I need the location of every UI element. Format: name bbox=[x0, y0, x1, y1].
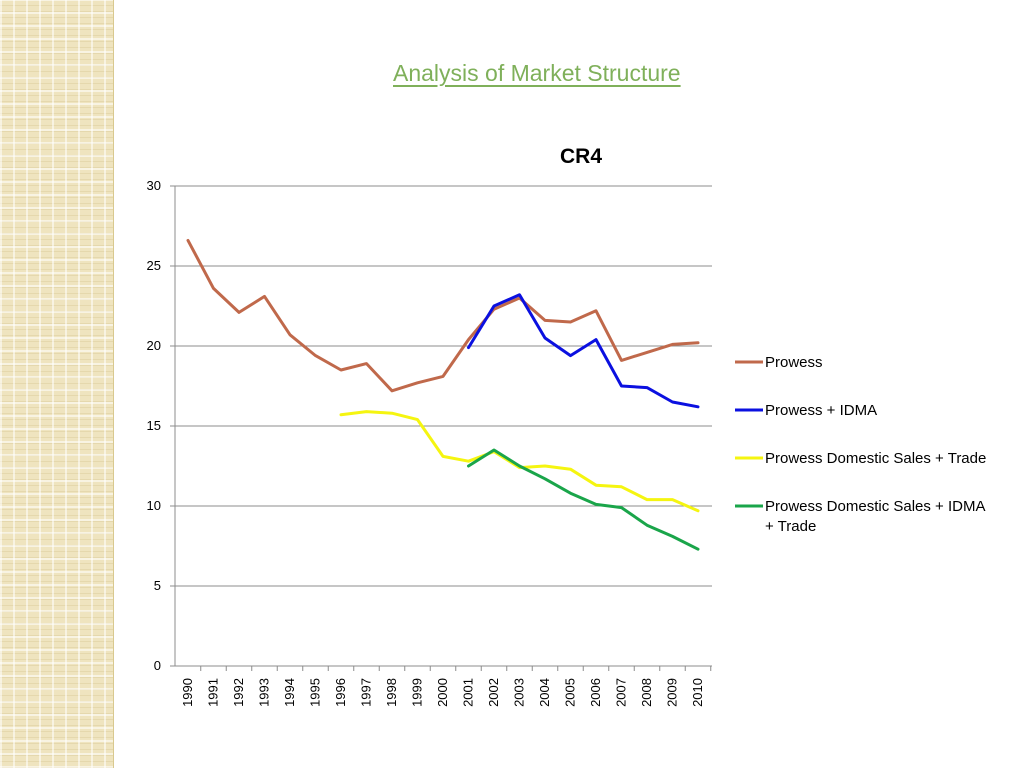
series-line-4 bbox=[467, 448, 700, 551]
x-tick-label: 2004 bbox=[537, 678, 552, 707]
y-tick-label: 0 bbox=[154, 658, 161, 673]
x-tick-label: 1996 bbox=[333, 678, 348, 707]
legend-label-1: Prowess bbox=[765, 354, 823, 371]
x-tick-label: 1999 bbox=[410, 678, 425, 707]
y-axis-ticks: 0 5 10 15 20 25 30 bbox=[147, 178, 175, 673]
x-tick-label: 1990 bbox=[180, 678, 195, 707]
x-tick-label: 2008 bbox=[639, 678, 654, 707]
y-tick-label: 15 bbox=[147, 418, 161, 433]
series-line-2 bbox=[467, 293, 700, 409]
x-tick-label: 2006 bbox=[588, 678, 603, 707]
x-tick-label: 1997 bbox=[359, 678, 374, 707]
decorative-side-band bbox=[0, 0, 114, 768]
y-tick-label: 30 bbox=[147, 178, 161, 193]
x-tick-label: 2005 bbox=[563, 678, 578, 707]
x-tick-label: 1994 bbox=[282, 678, 297, 707]
x-tick-label: 2003 bbox=[512, 678, 527, 707]
x-tick-label: 2009 bbox=[665, 678, 680, 707]
legend-label-3: Prowess Domestic Sales + Trade bbox=[765, 450, 986, 467]
series-line-1 bbox=[186, 238, 700, 393]
y-tick-label: 20 bbox=[147, 338, 161, 353]
legend-label-4: Prowess Domestic Sales + IDMA + Trade bbox=[765, 498, 989, 535]
series-lines bbox=[186, 238, 700, 551]
x-tick-label: 2000 bbox=[435, 678, 450, 707]
x-tick-label: 1992 bbox=[231, 678, 246, 707]
x-tick-label: 1998 bbox=[384, 678, 399, 707]
gridlines bbox=[175, 185, 712, 587]
x-tick-label: 2007 bbox=[614, 678, 629, 707]
slide-title[interactable]: Analysis of Market Structure bbox=[393, 60, 681, 86]
x-tick-label: 2002 bbox=[486, 678, 501, 707]
legend: Prowess Prowess + IDMA Prowess Domestic Sa… bbox=[735, 354, 989, 535]
x-tick-label: 2010 bbox=[690, 678, 705, 707]
x-tick-label: 2001 bbox=[461, 678, 476, 707]
y-tick-label: 10 bbox=[147, 498, 161, 513]
y-tick-label: 25 bbox=[147, 258, 161, 273]
x-tick-label: 1995 bbox=[308, 678, 323, 707]
legend-label-2: Prowess + IDMA bbox=[765, 402, 877, 419]
y-tick-label: 5 bbox=[154, 578, 161, 593]
x-tick-label: 1991 bbox=[206, 678, 221, 707]
chart-title: CR4 bbox=[560, 145, 602, 168]
x-axis-ticks: 1990 1991 1992 1993 1994 1995 1996 1997 1998 1999… bbox=[180, 666, 712, 707]
x-tick-label: 1993 bbox=[257, 678, 272, 707]
